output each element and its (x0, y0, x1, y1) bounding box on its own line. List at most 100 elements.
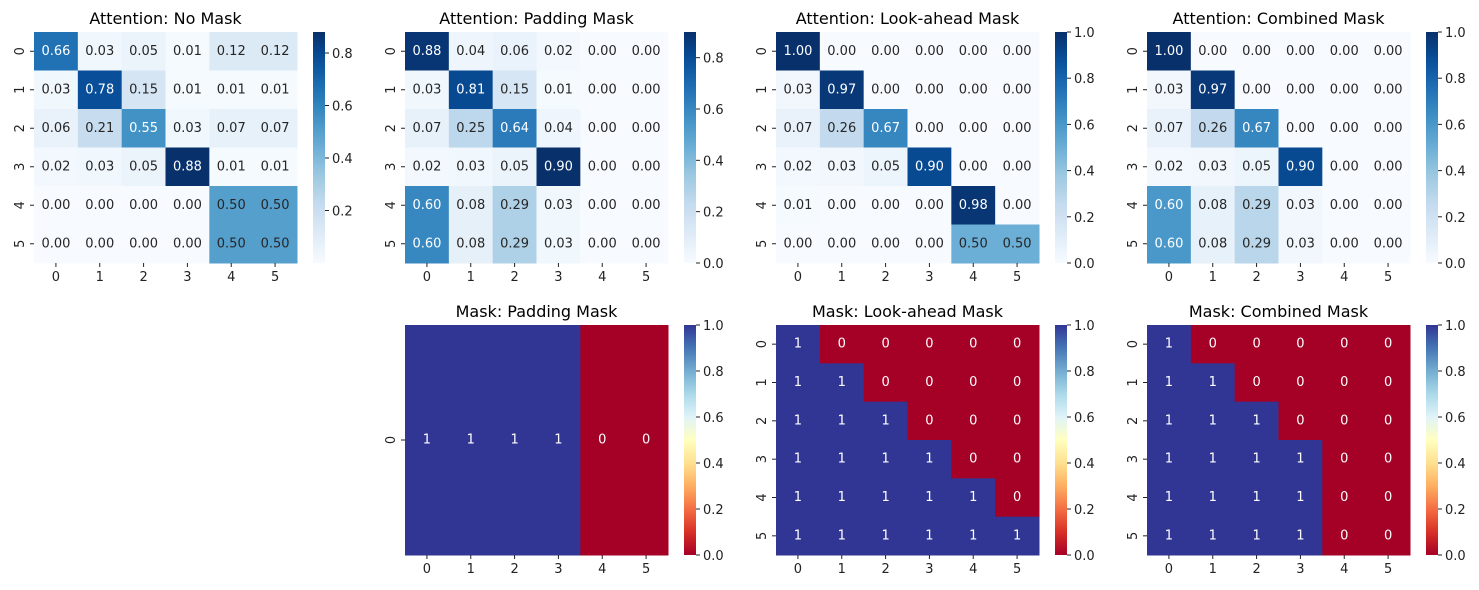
heatmap-cell (121, 32, 166, 71)
heatmap-cell (1147, 32, 1192, 71)
heatmap-cell (951, 325, 996, 364)
heatmap-cell (209, 70, 254, 110)
y-tick-label: 5 (1126, 240, 1141, 248)
cell-label: 0.08 (456, 198, 485, 213)
heatmap-cell (1366, 440, 1411, 479)
cell-label: 0 (969, 452, 977, 467)
cell-label: 0 (1384, 413, 1392, 428)
y-tick-label: 0 (755, 47, 770, 55)
colorbar-tick-label: 0.8 (703, 52, 724, 67)
heatmap-cell (951, 70, 996, 110)
heatmap-cell (951, 32, 996, 71)
cell-label: 0.00 (1374, 236, 1403, 251)
cell-label: 0.00 (588, 159, 617, 174)
chart-title: Attention: No Mask (89, 9, 242, 28)
heatmap-cell (1190, 224, 1236, 264)
y-tick-label: 4 (13, 201, 28, 209)
heatmap-cell (776, 147, 821, 187)
cell-label: 0.06 (500, 44, 529, 59)
heatmap-cell (580, 32, 625, 71)
cell-label: 0.03 (783, 82, 812, 97)
cell-label: 0 (1340, 490, 1348, 505)
heatmap-cell (165, 109, 210, 148)
cell-label: 0.00 (632, 198, 661, 213)
cell-label: 0.02 (412, 159, 441, 174)
cell-label: 1 (881, 413, 889, 428)
x-tick-label: 0 (1165, 270, 1173, 285)
heatmap-cell (624, 224, 669, 264)
cell-label: 0.00 (1374, 121, 1403, 136)
cell-label: 0.00 (871, 44, 900, 59)
cell-label: 1.00 (783, 44, 812, 59)
heatmap-cell (34, 224, 79, 264)
heatmap-cell (405, 147, 450, 187)
heatmap-cell (863, 363, 908, 403)
cell-label: 0.00 (915, 198, 944, 213)
heatmap-cell (77, 109, 123, 148)
cell-label: 0 (969, 375, 977, 390)
cell-label: 0 (1384, 490, 1392, 505)
x-tick-label: 0 (423, 270, 431, 285)
cell-label: 0.98 (959, 198, 988, 213)
colorbar-tick-label: 0.2 (332, 205, 353, 220)
cell-label: 0.78 (85, 82, 114, 97)
cell-label: 1 (794, 452, 802, 467)
heatmap-cell (819, 440, 865, 479)
x-tick-label: 0 (423, 562, 431, 577)
cell-label: 1 (510, 433, 518, 448)
heatmap-cell (819, 363, 865, 403)
cell-label: 1 (1165, 375, 1173, 390)
cell-label: 0.50 (261, 236, 290, 251)
heatmap-cell (492, 109, 537, 148)
heatmap-cell (121, 186, 166, 225)
heatmap-cell (1147, 224, 1192, 264)
cell-label: 1 (1252, 452, 1260, 467)
colorbar-tick-label: 1.0 (1074, 26, 1095, 41)
cell-label: 0 (1384, 375, 1392, 390)
y-tick-label: 3 (1126, 455, 1141, 463)
cell-label: 1 (554, 433, 562, 448)
cell-label: 1 (838, 490, 846, 505)
cell-label: 1 (1209, 375, 1217, 390)
heatmap-cell (1234, 478, 1279, 518)
cell-label: 0.50 (1003, 236, 1032, 251)
x-tick-label: 2 (881, 562, 889, 577)
cell-label: 0.00 (632, 159, 661, 174)
y-tick-label: 1 (384, 86, 399, 94)
heatmap-cell (995, 516, 1040, 556)
cell-label: 0 (1013, 375, 1021, 390)
colorbar-tick-label: 0.4 (1445, 165, 1466, 180)
x-tick-label: 3 (554, 562, 562, 577)
cell-label: 1 (1296, 490, 1304, 505)
heatmap-cell (492, 147, 537, 187)
heatmap-cell (951, 401, 996, 441)
heatmap-cell (536, 186, 581, 225)
heatmap-cell (907, 224, 952, 264)
cell-label: 0.00 (871, 198, 900, 213)
heatmap-cell (580, 224, 625, 264)
cell-label: 0.03 (544, 198, 573, 213)
cell-label: 0.12 (261, 44, 290, 59)
x-tick-label: 4 (1340, 270, 1348, 285)
cell-label: 0.00 (41, 198, 70, 213)
heatmap-cell (1278, 516, 1323, 556)
cell-label: 0.03 (412, 82, 441, 97)
cell-label: 0.07 (261, 121, 290, 136)
cell-label: 1 (1013, 528, 1021, 543)
cell-label: 0.02 (544, 44, 573, 59)
x-tick-label: 1 (96, 270, 104, 285)
heatmap-cell (121, 147, 166, 187)
cell-label: 0.15 (500, 82, 529, 97)
colorbar-tick-label: 0.0 (703, 257, 724, 272)
cell-label: 1 (881, 528, 889, 543)
cell-label: 1 (838, 413, 846, 428)
heatmap-cell (536, 325, 581, 556)
heatmap-cell (1147, 478, 1192, 518)
heatmap-cell (1190, 478, 1236, 518)
heatmap-cell (580, 186, 625, 225)
y-tick-label: 4 (384, 201, 399, 209)
heatmap-cell (1322, 440, 1367, 479)
cell-label: 0.00 (915, 121, 944, 136)
x-tick-label: 5 (642, 562, 650, 577)
heatmap-cell (1147, 363, 1192, 403)
